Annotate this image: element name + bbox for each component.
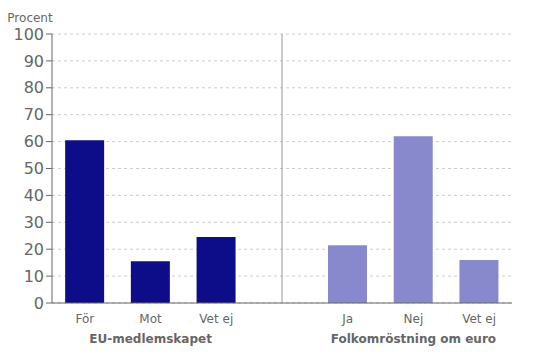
svg-text:EU-medlemskapet: EU-medlemskapet (89, 332, 212, 346)
svg-text:Folkomröstning om euro: Folkomröstning om euro (331, 332, 496, 346)
svg-text:0: 0 (34, 294, 44, 313)
svg-text:90: 90 (24, 52, 44, 71)
svg-text:Procent: Procent (8, 11, 53, 25)
svg-text:Ja: Ja (341, 312, 353, 326)
svg-text:20: 20 (24, 240, 44, 259)
svg-text:60: 60 (24, 132, 44, 151)
svg-text:Nej: Nej (404, 312, 424, 326)
svg-text:10: 10 (24, 267, 44, 286)
svg-text:80: 80 (24, 78, 44, 97)
svg-text:Vet ej: Vet ej (199, 312, 233, 326)
svg-text:50: 50 (24, 159, 44, 178)
svg-text:Vet ej: Vet ej (462, 312, 496, 326)
svg-text:För: För (75, 312, 94, 326)
svg-text:Mot: Mot (139, 312, 162, 326)
svg-text:30: 30 (24, 213, 44, 232)
svg-text:70: 70 (24, 105, 44, 124)
svg-text:100: 100 (13, 25, 44, 44)
svg-text:40: 40 (24, 186, 44, 205)
